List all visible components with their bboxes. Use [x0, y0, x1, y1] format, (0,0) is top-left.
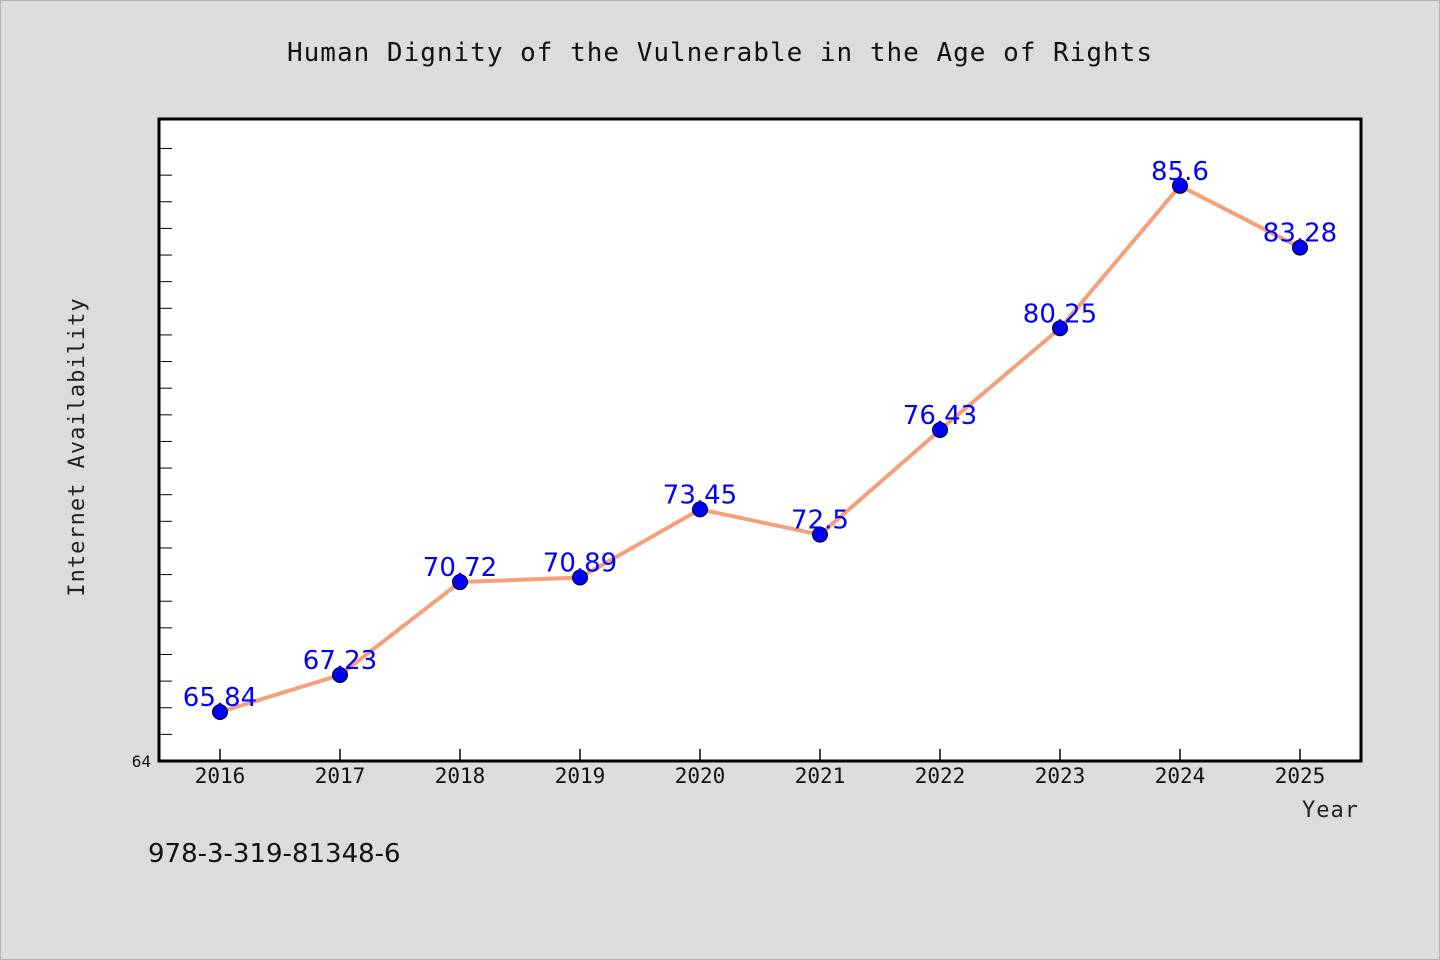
data-value-label: 85.6 [1151, 157, 1209, 187]
data-point [572, 569, 588, 586]
data-value-label: 73.45 [663, 480, 737, 510]
data-point [932, 421, 948, 438]
series-line [219, 183, 1301, 714]
data-value-label: 80.25 [1023, 299, 1097, 329]
data-point [1172, 177, 1188, 194]
x-tick-label: 2016 [195, 764, 246, 788]
plot-area [157, 117, 1363, 763]
data-point [1052, 320, 1068, 337]
y-min-label: 64 [132, 752, 151, 771]
x-axis-label: Year [1302, 798, 1359, 823]
data-point [452, 574, 468, 591]
x-tick-label: 2024 [1155, 764, 1206, 788]
isbn-text: 978-3-319-81348-6 [148, 839, 401, 869]
data-point [692, 501, 708, 518]
x-tick-label: 2017 [315, 764, 366, 788]
data-value-label: 70.89 [543, 549, 617, 579]
x-tick-label: 2025 [1275, 764, 1326, 788]
data-value-label: 65.84 [183, 683, 257, 713]
data-value-label: 83.28 [1263, 219, 1337, 249]
x-axis-ticks: 2016 2017 2018 2019 2020 2021 2022 2023 2024 2025 [195, 749, 1326, 788]
x-tick-label: 2018 [435, 764, 486, 788]
chart-title: Human Dignity of the Vulnerable in the A… [287, 38, 1153, 68]
data-point [212, 704, 228, 721]
y-axis-ticks [159, 148, 172, 762]
x-tick-label: 2022 [915, 764, 966, 788]
data-point [332, 666, 348, 683]
data-value-label: 72.5 [791, 506, 849, 536]
x-tick-label: 2021 [795, 764, 846, 788]
data-point [1292, 239, 1308, 256]
data-value-label: 76.43 [903, 401, 977, 431]
data-labels: 65.84 67.23 70.72 70.89 73.45 72.5 76.43 80.25 8… [183, 157, 1337, 713]
x-tick-label: 2020 [675, 764, 726, 788]
series-markers [212, 177, 1308, 721]
y-axis-label: Internet Availability [65, 297, 90, 596]
data-value-label: 67.23 [303, 646, 377, 676]
data-point [812, 526, 828, 543]
x-tick-label: 2019 [555, 764, 606, 788]
data-value-label: 70.72 [423, 553, 497, 583]
x-tick-label: 2023 [1035, 764, 1086, 788]
